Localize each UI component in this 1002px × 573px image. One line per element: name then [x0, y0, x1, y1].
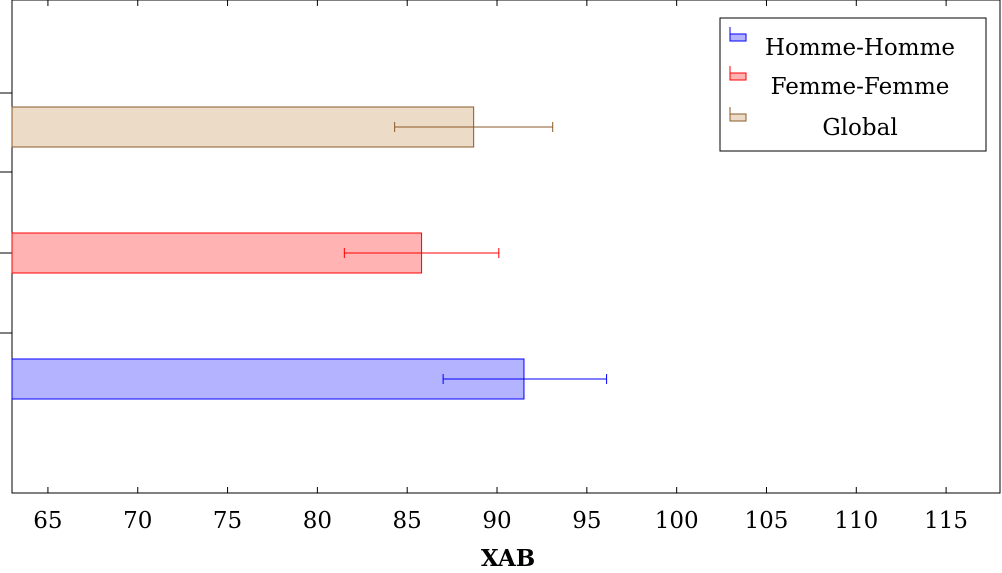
x-tick-label: 100: [655, 508, 699, 534]
x-tick-label: 90: [482, 508, 511, 534]
x-tick-label: 65: [33, 508, 62, 534]
legend-label: Homme-Homme: [765, 35, 955, 61]
x-tick-label: 75: [213, 508, 242, 534]
legend-items: Homme-Homme Femme-Femme Global: [729, 27, 955, 141]
legend-swatch: [729, 113, 747, 122]
x-axis-title: XAB: [481, 545, 535, 572]
x-tick-label: 70: [123, 508, 152, 534]
x-tick-label: 95: [572, 508, 601, 534]
error-bars-group: [343, 122, 608, 384]
x-tick-label: 110: [834, 508, 878, 534]
x-tick-label: 85: [393, 508, 422, 534]
legend-label: Global: [822, 115, 897, 141]
x-tick-label: 105: [745, 508, 789, 534]
x-tick-label: 80: [303, 508, 332, 534]
legend-box: [719, 17, 987, 152]
legend-label: Femme-Femme: [771, 74, 950, 100]
bar-homme-homme: [11, 358, 525, 400]
legend: Homme-Homme Femme-Femme Global: [719, 17, 987, 152]
legend-swatch: [729, 33, 747, 42]
x-axis-ticks: 65 70 75 80 85 90 95 100 105 110 115: [33, 0, 968, 534]
x-tick-label: 115: [924, 508, 968, 534]
y-axis-ticks: [0, 92, 12, 334]
legend-swatch: [729, 72, 747, 81]
